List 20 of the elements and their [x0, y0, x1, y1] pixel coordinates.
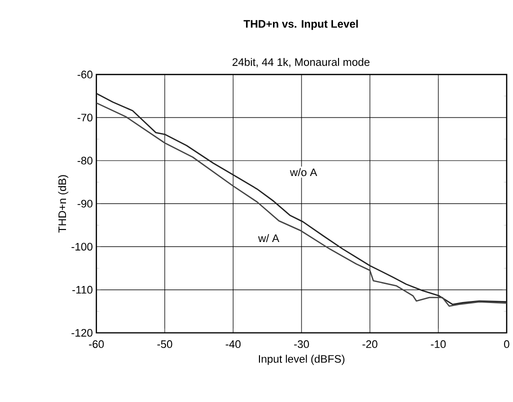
text: w/o A — [290, 168, 318, 176]
y-tick-label: -100 — [72, 242, 92, 250]
y-tick-label: -80 — [78, 156, 92, 164]
chart-subtitle: 24bit, 44 1k, Monaural mode — [232, 58, 370, 68]
y-tick-label: -70 — [78, 114, 92, 122]
x-tick-label: -10 — [430, 340, 446, 348]
y-tick-label: -90 — [78, 200, 92, 208]
x-tick-label: -30 — [294, 340, 309, 348]
y-tick-label: -110 — [72, 286, 92, 294]
x-axis-title: Input level (dBFS) — [258, 354, 344, 365]
x-tick-label: -60 — [88, 340, 104, 348]
series-label: w/ A — [258, 234, 280, 242]
y-tick-label: -60 — [78, 70, 92, 78]
y-axis-title: THD+n (dB) — [58, 174, 68, 232]
x-tick-label: -40 — [226, 340, 241, 348]
x-tick-label: -20 — [362, 340, 378, 348]
y-tick-label: -120 — [72, 328, 92, 336]
chart-title: THD+n vs. Input Level — [244, 20, 358, 30]
x-tick-label: -50 — [157, 340, 172, 348]
x-tick-label: 0 — [504, 340, 510, 348]
